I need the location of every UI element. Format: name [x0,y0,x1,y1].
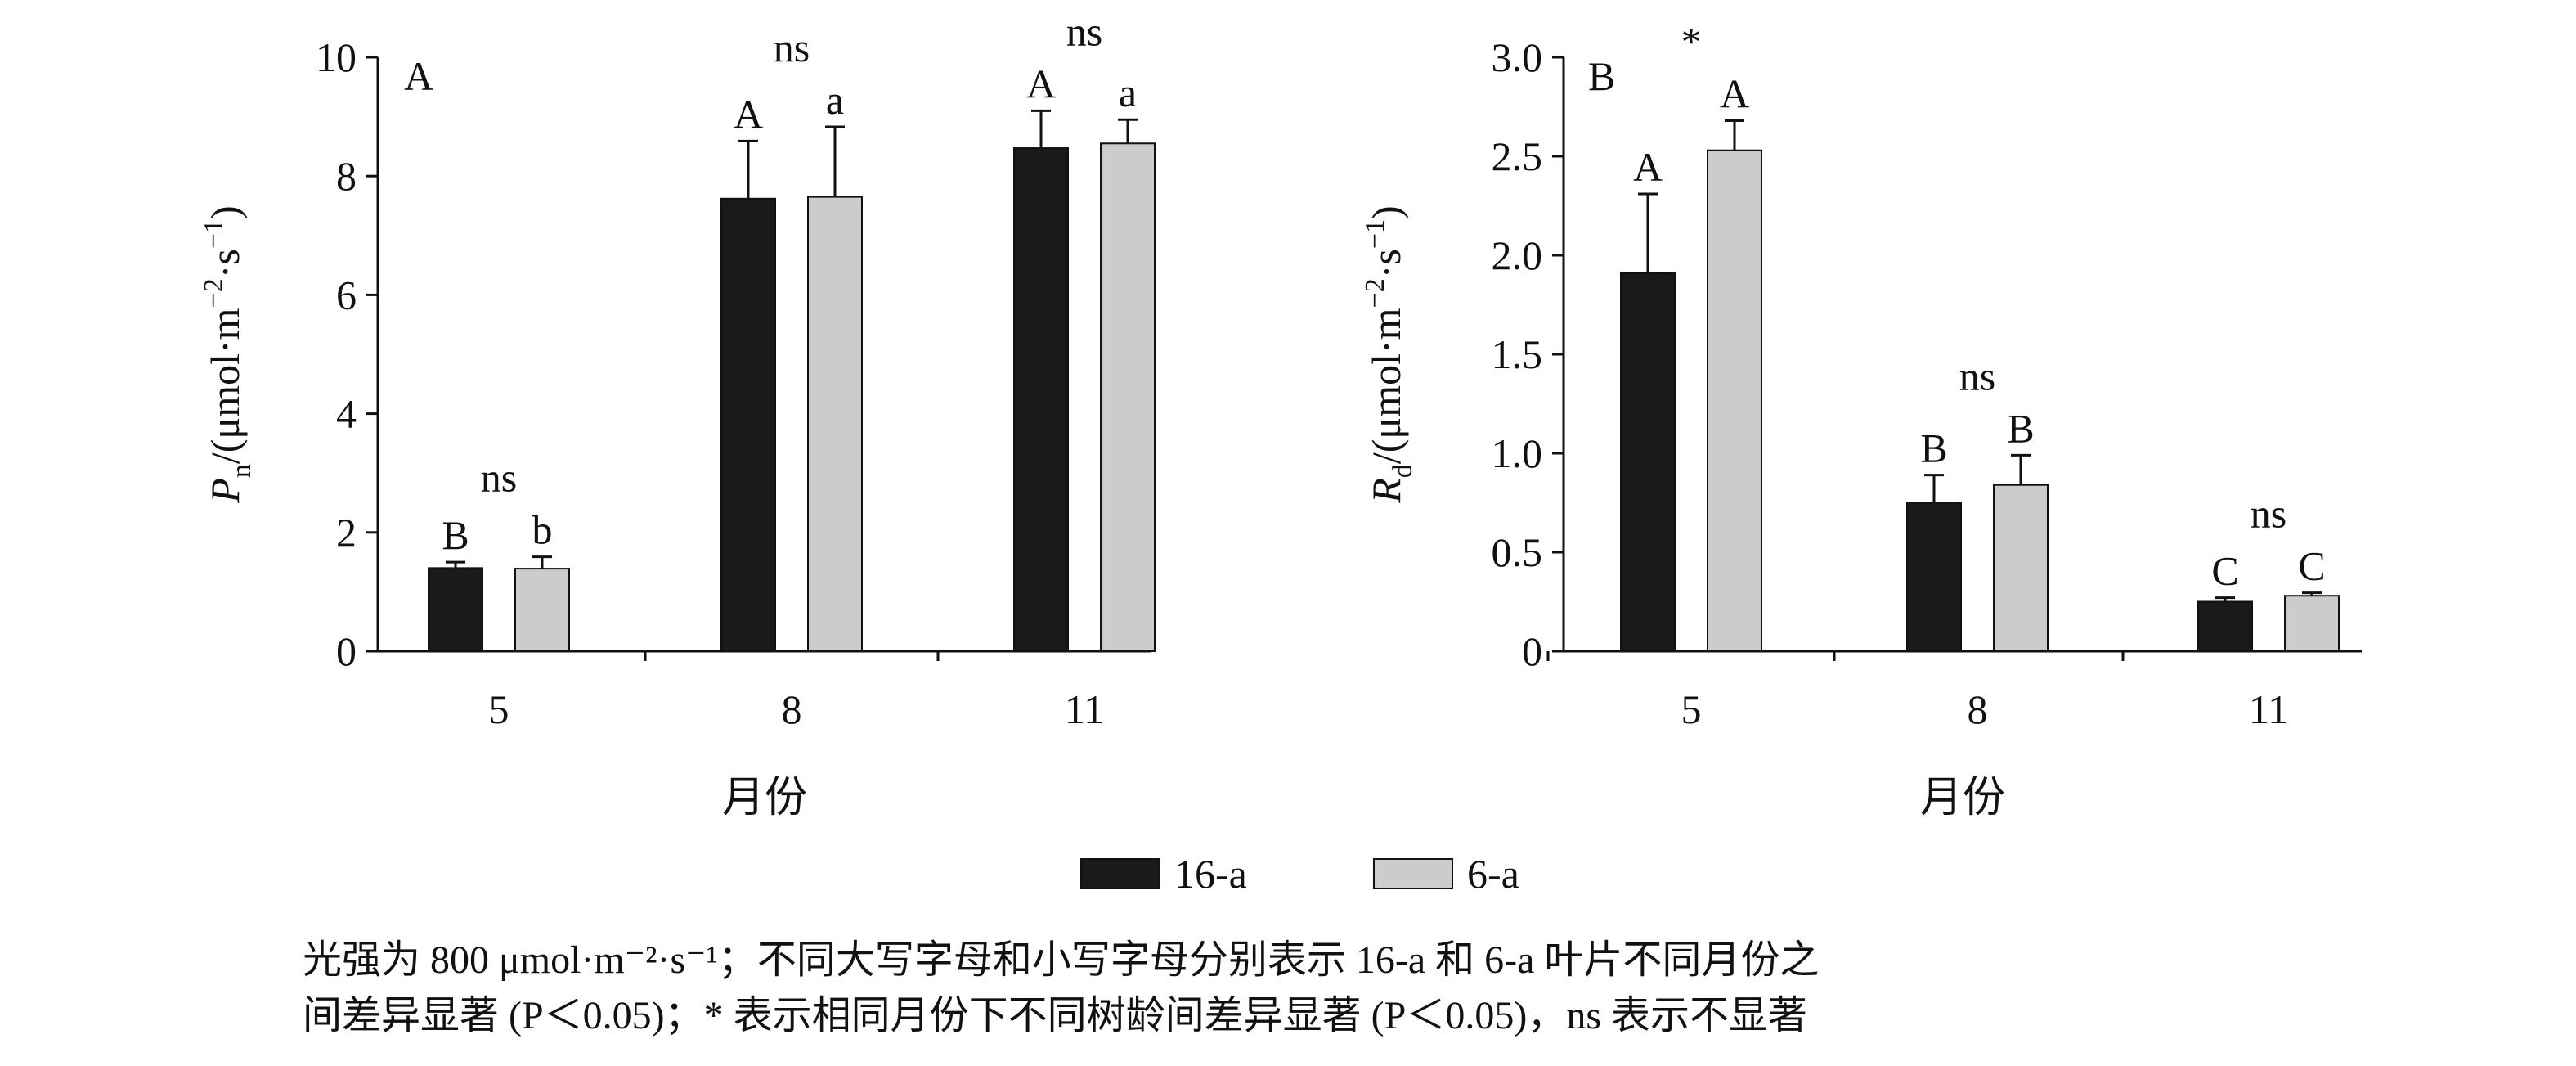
bar-6-a [1993,484,2049,652]
bar-16-a [2197,600,2253,652]
bar-6-a [2284,595,2340,652]
significance-letter: a [826,77,844,123]
bar-6-a [514,568,570,652]
significance-letter: A [1633,144,1663,190]
legend-label-16a: 16-a [1174,851,1247,897]
x-tick-label: 5 [1681,686,1702,732]
y-axis-label: Rd/(μmol·m−2·s−1) [1360,205,1418,503]
y-tick-label: 10 [316,34,357,80]
panel-label: A [404,53,433,99]
legend-swatch-6a [1373,858,1453,889]
x-tick-label: 8 [1968,686,1988,732]
group-significance: ns [1959,353,1995,398]
x-tick-label: 11 [2249,686,2288,732]
group-significance: ns [774,25,810,70]
y-tick-label: 2 [336,510,357,555]
significance-letter: C [2211,548,2238,594]
y-tick-label: 0 [1522,628,1542,674]
bar-16-a [1013,147,1069,652]
bar-16-a [1620,272,1676,652]
y-tick-label: 2.0 [1492,232,1543,278]
group-significance: ns [2251,491,2287,537]
significance-letter: A [1720,70,1749,116]
group-significance: * [1681,18,1702,64]
y-tick-label: 8 [336,153,357,199]
y-tick-label: 4 [336,391,357,437]
group-significance: ns [481,455,517,501]
bar-16-a [720,197,776,652]
x-tick-label: 8 [782,686,802,732]
bar-6-a [1707,149,1762,653]
significance-letter: C [2298,543,2325,589]
significance-letter: b [532,507,553,553]
caption: 光强为 800 μmol·m⁻²·s⁻¹；不同大写字母和小写字母分别表示 16-… [303,933,2560,1044]
caption-line-1: 光强为 800 μmol·m⁻²·s⁻¹；不同大写字母和小写字母分别表示 16-… [303,938,1820,982]
y-tick-label: 6 [336,272,357,317]
group-significance: ns [1066,8,1102,54]
legend: 16-a 6-a [1080,851,1519,897]
significance-letter: B [442,512,469,558]
significance-letter: B [1920,425,1947,471]
y-tick-label: 1.0 [1492,430,1543,476]
significance-letter: A [734,91,763,137]
y-tick-label: 3.0 [1492,34,1543,80]
caption-line-2: 间差异显著 (P＜0.05)；* 表示相同月份下不同树龄间差异显著 (P＜0.0… [303,994,1808,1037]
legend-label-6a: 6-a [1467,851,1519,897]
y-tick-label: 2.5 [1492,133,1543,179]
x-axis-label: 月份 [722,775,807,821]
x-tick-label: 5 [489,686,509,732]
panel-label: B [1588,53,1615,99]
x-tick-label: 11 [1065,686,1104,732]
significance-letter: A [1026,61,1056,106]
bar-6-a [807,196,863,653]
bar-16-a [1906,502,1962,652]
y-tick-label: 1.5 [1492,331,1543,377]
y-axis-label: Pn/(μmol·m−2·s−1) [199,205,257,503]
y-tick-label: 0.5 [1492,529,1543,575]
significance-letter: a [1119,70,1137,115]
x-axis-label: 月份 [1920,775,2005,821]
significance-letter: B [2007,405,2034,451]
bar-6-a [1100,142,1156,652]
legend-swatch-16a [1080,858,1160,889]
bar-16-a [428,567,483,652]
